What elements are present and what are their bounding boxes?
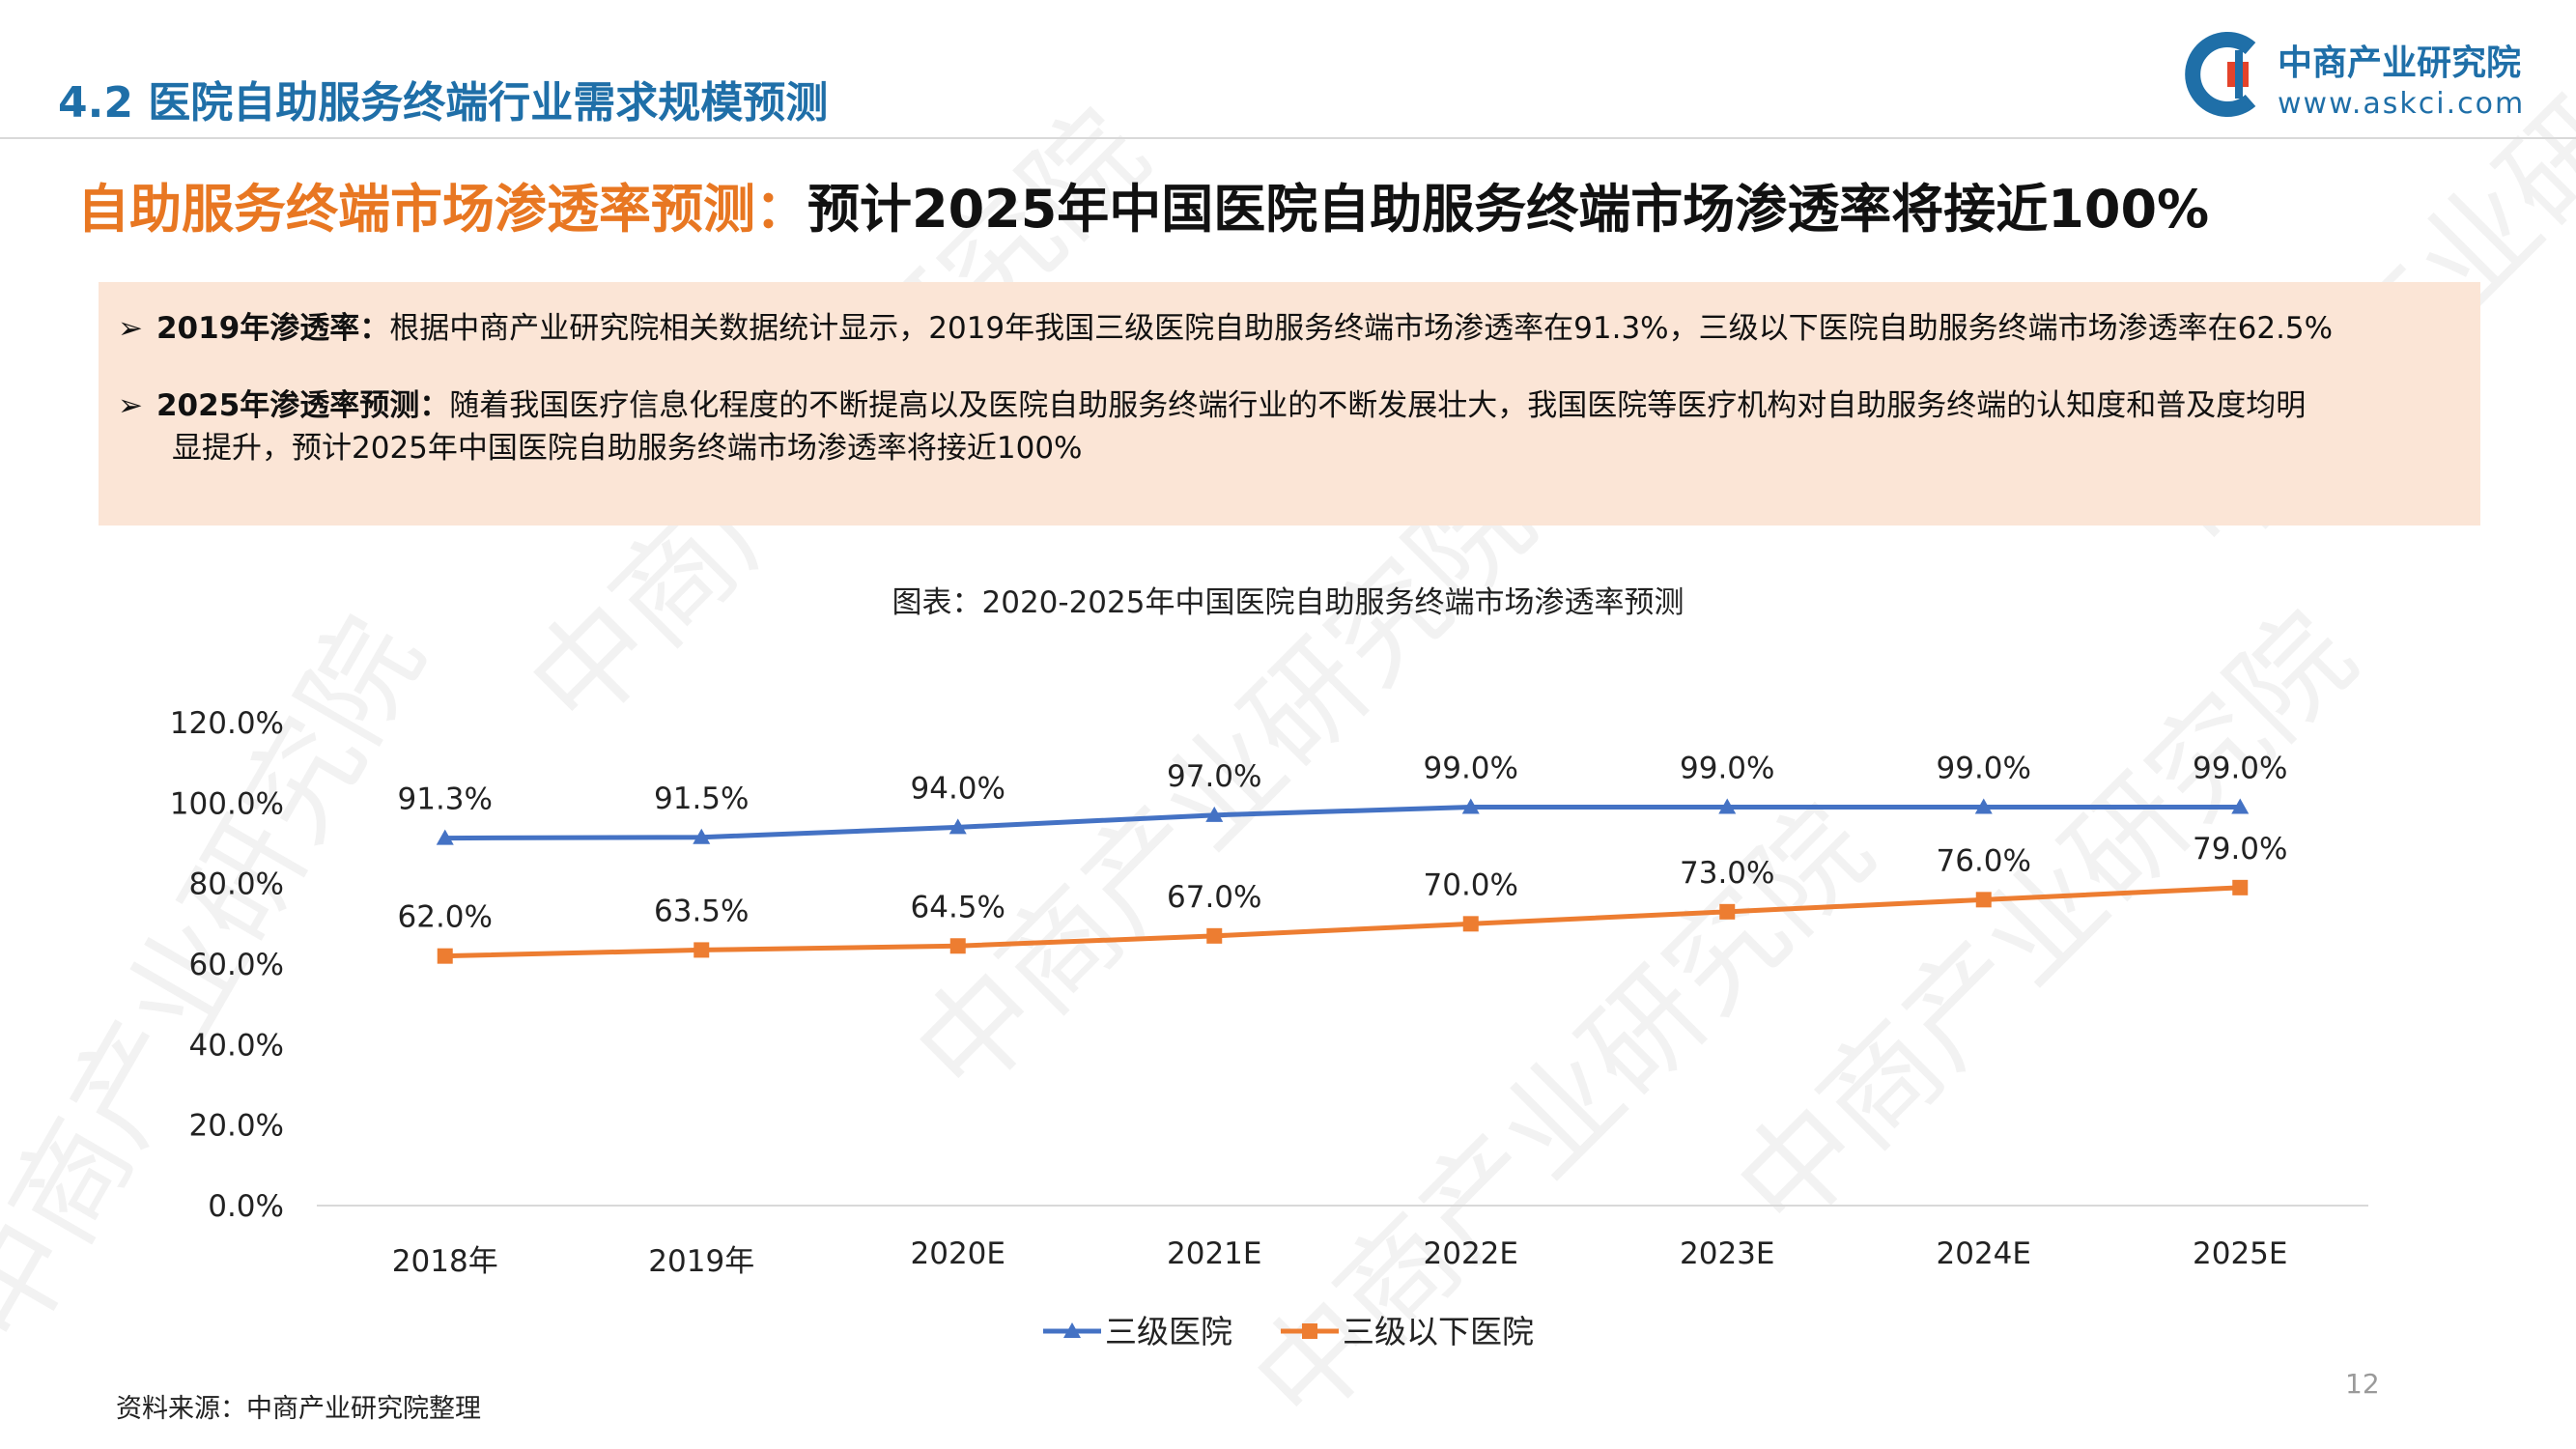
data-label: 62.0% (398, 900, 493, 935)
data-point-marker (2231, 798, 2250, 814)
data-label: 67.0% (1167, 880, 1261, 915)
data-point-marker (948, 818, 967, 835)
headline: 自助服务终端市场渗透率预测：预计2025年中国医院自助服务终端市场渗透率将接近1… (77, 166, 2209, 242)
data-point-marker (1461, 798, 1480, 814)
headline-body: 预计2025年中国医院自助服务终端市场渗透率将接近100% (807, 179, 2210, 240)
data-point-marker (1975, 892, 1992, 908)
data-label: 94.0% (911, 771, 1005, 806)
series-line-1 (444, 805, 2241, 841)
x-tick-label: 2024E (1937, 1236, 2031, 1271)
info-item-2025: ➢ 2025年渗透率预测：随着我国医疗信息化程度的不断提高以及医院自助服务终端行业… (118, 386, 2457, 425)
info-item-text: 根据中商产业研究院相关数据统计显示，2019年我国三级医院自助服务终端市场渗透率… (389, 311, 2334, 346)
data-label: 70.0% (1424, 867, 1518, 902)
section-title: 4.2 医院自助服务终端行业需求规模预测 (58, 78, 829, 128)
legend-marker (1063, 1322, 1081, 1338)
info-item-label: 2025年渗透率预测： (156, 388, 450, 423)
info-item-text: 随着我国医疗信息化程度的不断提高以及医院自助服务终端行业的不断发展壮大，我国医院… (449, 388, 2307, 423)
info-item-continuation: 显提升，预计2025年中国医院自助服务终端市场渗透率将接近100% (172, 431, 1083, 466)
data-label: 91.3% (398, 782, 493, 817)
header-divider (0, 137, 2576, 139)
data-point-marker (1718, 798, 1737, 814)
y-tick-label: 80.0% (189, 867, 284, 902)
data-label: 99.0% (1680, 752, 1774, 786)
x-tick-label: 2023E (1680, 1236, 1774, 1271)
source-note: 资料来源：中商产业研究院整理 (116, 1394, 481, 1424)
info-box: ➢ 2019年渗透率：根据中商产业研究院相关数据统计显示，2019年我国三级医院自… (99, 282, 2480, 526)
logo-icon (2185, 32, 2256, 117)
data-label: 76.0% (1937, 843, 2031, 878)
data-point-marker (949, 938, 966, 954)
data-point-marker (1974, 798, 1993, 814)
legend-marker (1302, 1323, 1317, 1339)
x-tick-label: 2019年 (648, 1244, 754, 1279)
bullet-arrow-icon: ➢ (118, 311, 143, 346)
headline-prefix: 自助服务终端市场渗透率预测： (77, 179, 807, 240)
data-label: 99.0% (1424, 752, 1518, 786)
data-point-marker (1205, 806, 1224, 822)
bullet-arrow-icon: ➢ (118, 388, 143, 423)
x-tick-label: 2025E (2193, 1236, 2287, 1271)
info-item-label: 2019年渗透率： (156, 311, 390, 346)
y-tick-label: 0.0% (208, 1189, 284, 1224)
y-tick-label: 20.0% (189, 1109, 284, 1144)
data-point-marker (694, 942, 710, 958)
y-tick-label: 60.0% (189, 948, 284, 982)
data-label: 99.0% (1937, 752, 2031, 786)
y-tick-label: 40.0% (189, 1028, 284, 1063)
page-number: 12 (2345, 1368, 2380, 1400)
legend-label: 三级以下医院 (1343, 1313, 1534, 1350)
y-tick-label: 100.0% (170, 786, 284, 821)
data-label: 91.5% (654, 781, 749, 816)
data-point-marker (2232, 879, 2249, 895)
x-tick-label: 2018年 (392, 1244, 498, 1279)
data-point-marker (693, 828, 711, 844)
data-label: 79.0% (2193, 832, 2287, 867)
y-tick-label: 120.0% (170, 706, 284, 741)
legend-label: 三级医院 (1105, 1313, 1232, 1350)
logo-url: www.askci.com (2278, 87, 2526, 121)
data-point-marker (1719, 903, 1736, 920)
x-tick-label: 2020E (911, 1236, 1005, 1271)
data-point-marker (1462, 916, 1479, 932)
data-label: 97.0% (1167, 759, 1261, 794)
data-point-marker (1206, 927, 1223, 944)
data-label: 63.5% (654, 894, 749, 928)
data-point-marker (436, 829, 454, 845)
logo: 中商产业研究院 www.askci.com (2185, 27, 2552, 124)
data-point-marker (437, 948, 453, 964)
series-line-2 (444, 885, 2241, 959)
chart-caption: 图表：2020-2025年中国医院自助服务终端市场渗透率预测 (892, 585, 1684, 620)
data-label: 64.5% (911, 890, 1005, 924)
x-tick-label: 2022E (1424, 1236, 1518, 1271)
data-label: 73.0% (1680, 856, 1774, 891)
data-label: 99.0% (2193, 752, 2287, 786)
x-tick-label: 2021E (1167, 1236, 1261, 1271)
info-item-2019: ➢ 2019年渗透率：根据中商产业研究院相关数据统计显示，2019年我国三级医院自… (118, 309, 2457, 348)
logo-name: 中商产业研究院 (2278, 43, 2522, 83)
